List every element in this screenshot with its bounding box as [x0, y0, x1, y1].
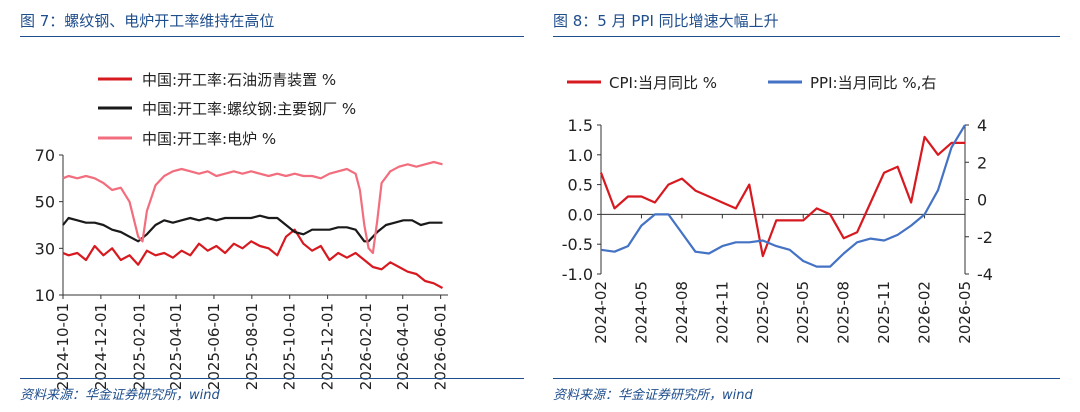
x-tick-label: 2025-06-01	[205, 303, 223, 390]
y-tick-label: 70	[35, 146, 55, 165]
legend-label-3: 中国:开工率:电炉 %	[142, 130, 276, 148]
right-title-divider	[553, 36, 1060, 37]
series-line-3	[62, 160, 443, 255]
x-tick-label: 2025-02-01	[130, 303, 148, 390]
x-tick-label: 2024-11	[713, 281, 731, 344]
left-source-divider	[20, 378, 524, 379]
x-tick-label: 2024-12-01	[92, 303, 110, 390]
x-tick-label: 2025-05	[794, 281, 812, 344]
right-y-tick-label: 0	[977, 191, 987, 210]
x-tick-label: 2025-08-01	[243, 303, 261, 390]
x-tick-label: 2024-08	[673, 281, 691, 344]
x-tick-label: 2026-06-01	[432, 303, 450, 390]
right-source-divider	[553, 378, 1060, 379]
x-tick-label: 2024-02	[592, 281, 610, 344]
series-line-1	[599, 135, 965, 258]
x-tick-label: 2025-10-01	[281, 303, 299, 390]
left-chart-title: 图 7：螺纹钢、电炉开工率维持在高位	[20, 12, 275, 30]
left-title-divider	[20, 36, 524, 37]
left-y-tick-label: 1.5	[568, 116, 593, 135]
left-y-tick-label: 0.5	[568, 176, 593, 195]
left-y-tick-label: 1.0	[568, 146, 593, 165]
right-y-tick-label: -4	[977, 265, 993, 284]
legend-label-2: PPI:当月同比 %,右	[810, 74, 936, 92]
legend-label-1: 中国:开工率:石油沥青装置 %	[142, 71, 336, 89]
right-source-note: 资料来源：华金证券研究所，wind	[553, 388, 753, 403]
legend-label-1: CPI:当月同比 %	[609, 74, 717, 92]
x-tick-label: 2026-02	[916, 281, 934, 344]
y-tick-label: 10	[35, 286, 55, 305]
right-chart-title: 图 8：5 月 PPI 同比增速大幅上升	[553, 12, 779, 30]
right-y-tick-label: -2	[977, 228, 993, 247]
x-tick-label: 2025-04-01	[167, 303, 185, 390]
left-y-tick-label: -0.5	[562, 235, 593, 254]
left-y-tick-label: 0.0	[568, 205, 593, 224]
x-tick-label: 2026-05	[956, 281, 974, 344]
x-tick-label: 2026-02-01	[357, 303, 375, 390]
x-tick-label: 2025-11	[875, 281, 893, 344]
series-line-2	[62, 214, 443, 243]
x-tick-label: 2025-02	[754, 281, 772, 344]
series-line-2	[600, 124, 966, 268]
x-tick-label: 2026-04-01	[394, 303, 412, 390]
right-line-chart: CPI:当月同比 % PPI:当月同比 %,右 -1.0 -0.5 0.0 0.5 1.0 1…	[562, 74, 993, 344]
left-source-note: 资料来源：华金证券研究所，wind	[20, 388, 220, 403]
series-line-1	[62, 228, 444, 289]
left-y-tick-label: -1.0	[562, 265, 593, 284]
x-tick-label: 2025-08	[835, 281, 853, 344]
right-y-tick-label: 2	[977, 153, 987, 172]
legend-label-2: 中国:开工率:螺纹钢:主要钢厂 %	[142, 100, 356, 118]
left-line-chart: 中国:开工率:石油沥青装置 % 中国:开工率:螺纹钢:主要钢厂 % 中国:开工率:电…	[35, 71, 450, 390]
y-tick-label: 50	[35, 193, 55, 212]
x-tick-label: 2024-10-01	[54, 303, 72, 390]
right-y-tick-label: 4	[977, 116, 987, 135]
x-tick-label: 2025-12-01	[319, 303, 337, 390]
y-tick-label: 30	[35, 239, 55, 258]
x-tick-label: 2024-05	[632, 281, 650, 344]
